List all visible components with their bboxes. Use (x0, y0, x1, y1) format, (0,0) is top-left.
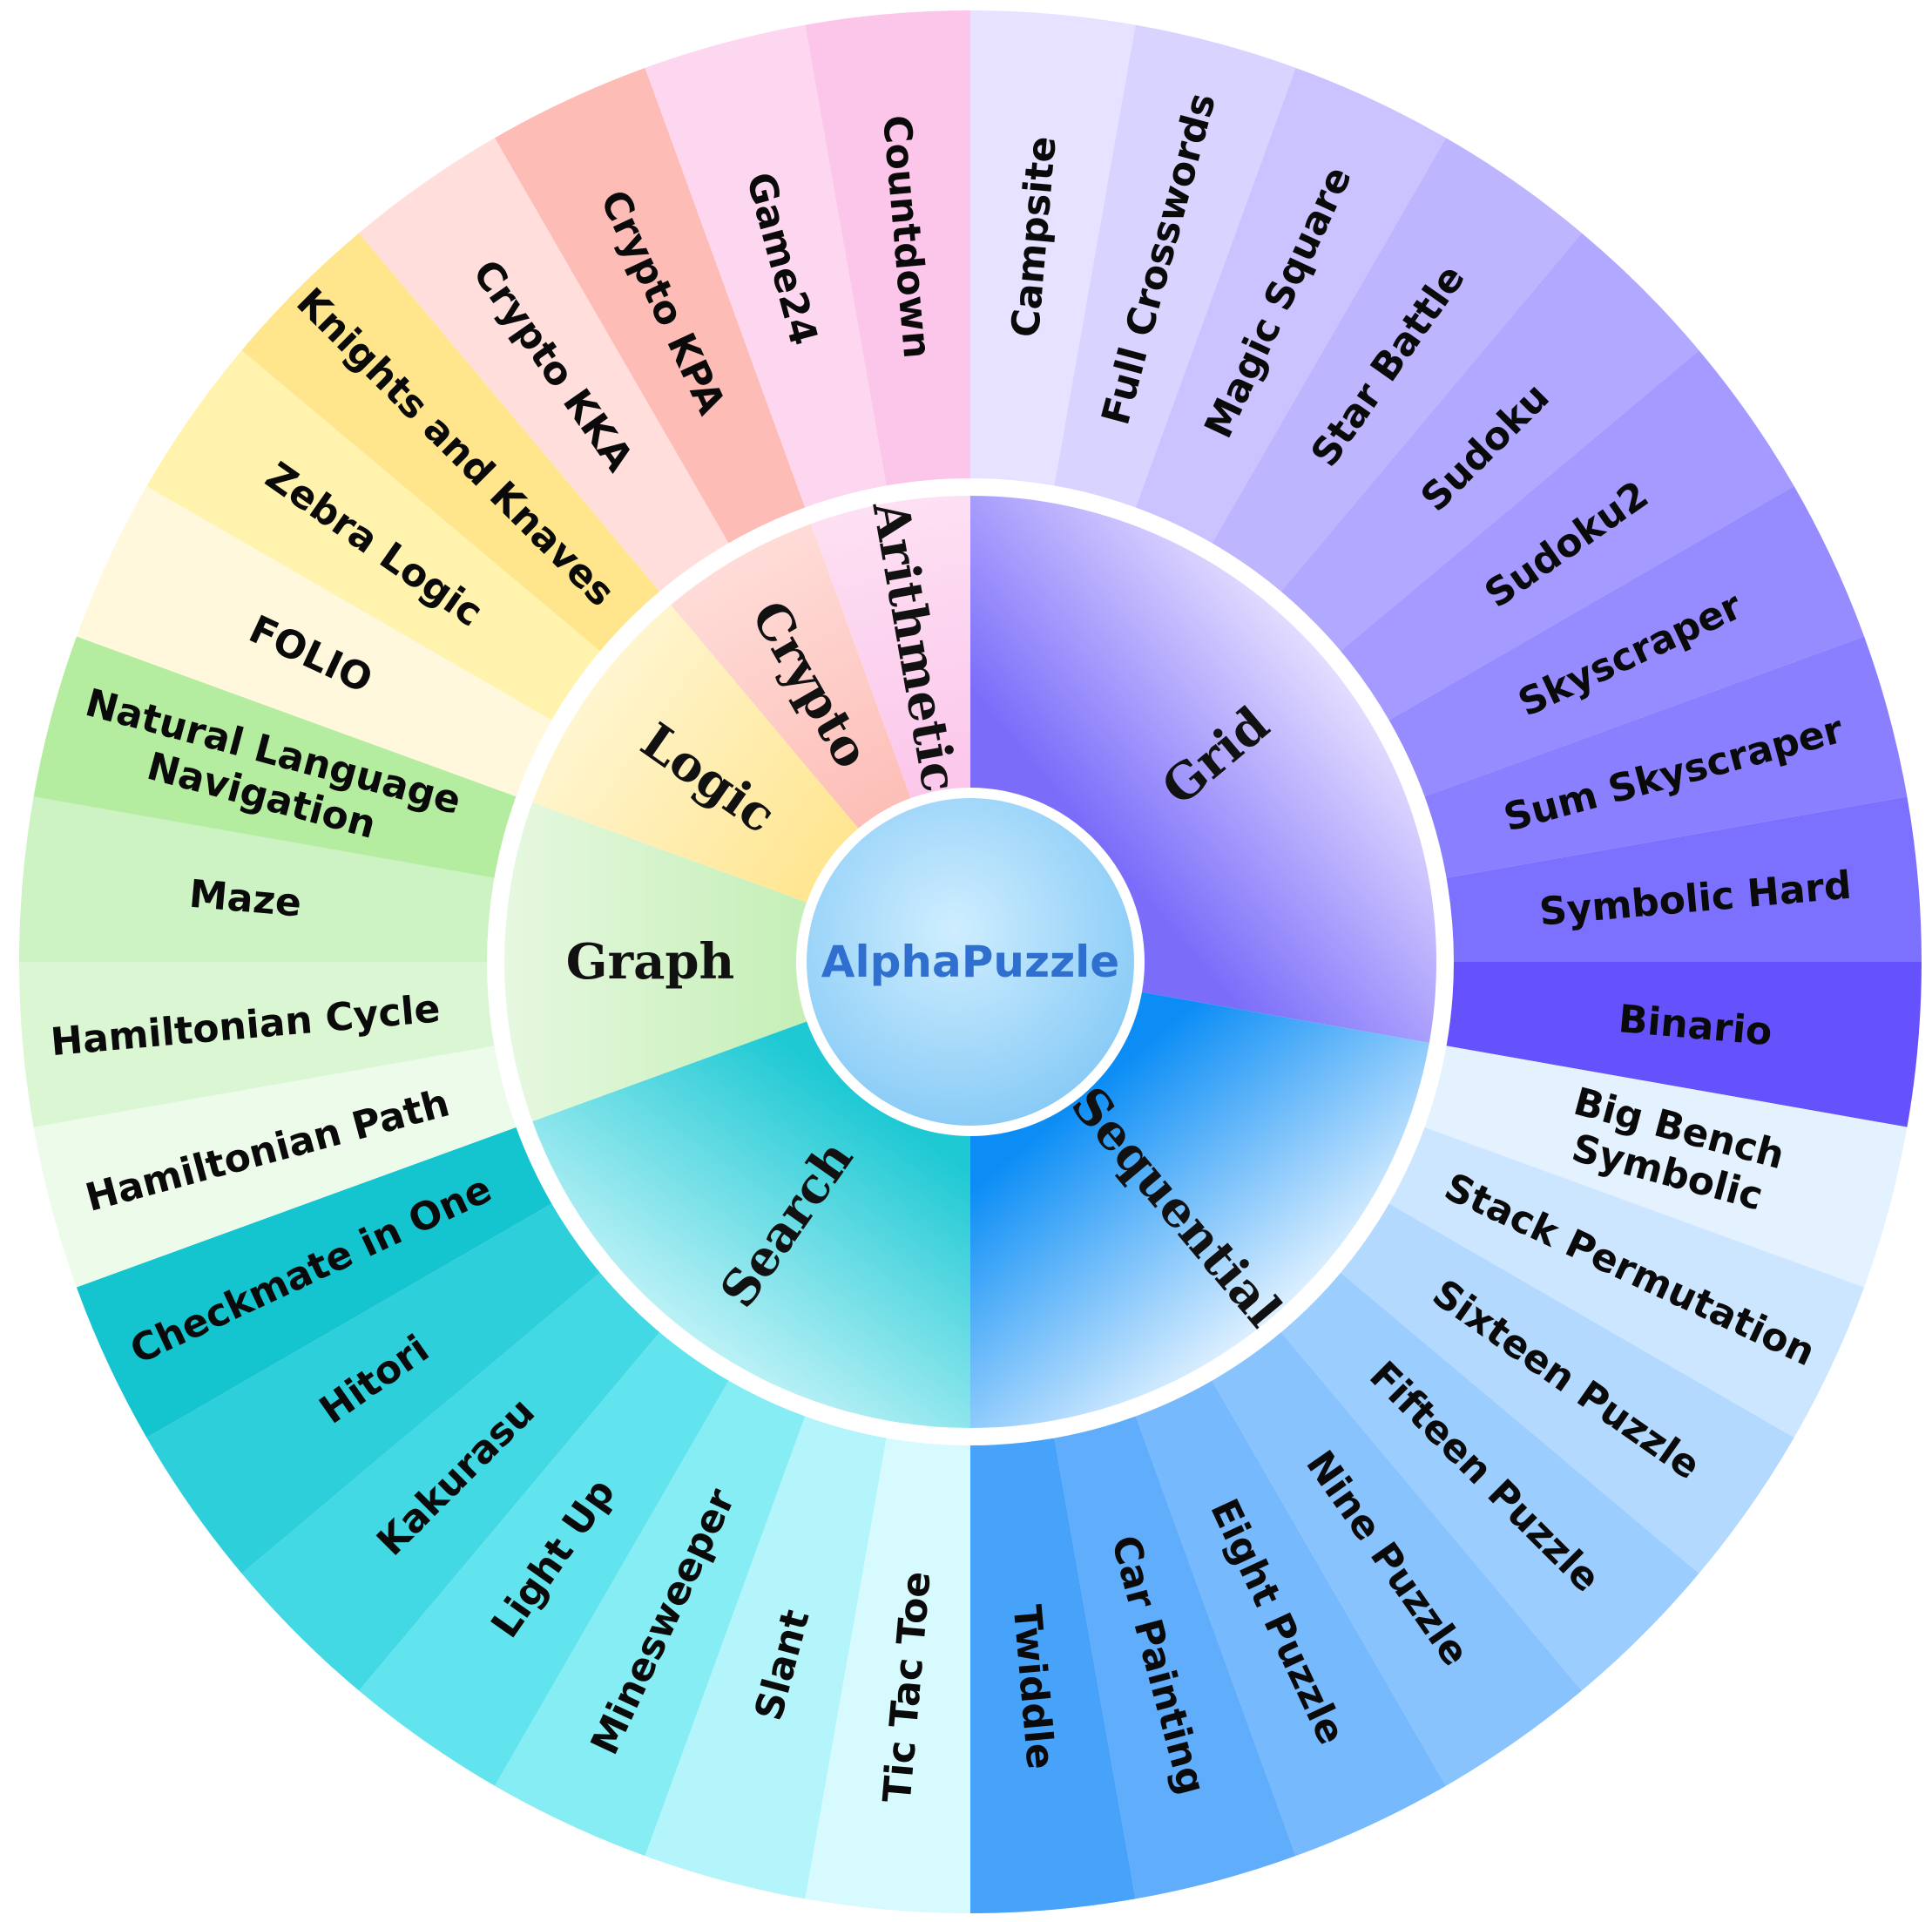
puzzle-segment-countdown (805, 10, 970, 486)
puzzle-segment-crypto-kpa (495, 67, 806, 544)
puzzle-segment-sixteen-puzzle (1341, 1203, 1794, 1573)
puzzle-segment-full-crosswords (1054, 24, 1296, 508)
center-title: AlphaPuzzle (821, 937, 1119, 987)
puzzle-segment-folio (76, 486, 552, 797)
puzzle-segment-campsite (970, 10, 1136, 486)
puzzle-segment-tic-tac-toe (805, 1438, 970, 1913)
category-segment-logic (532, 605, 859, 903)
category-segment-search (532, 1021, 970, 1428)
category-label-graph: Graph (566, 933, 734, 991)
puzzle-segment-skyscraper (1388, 486, 1865, 797)
puzzle-segment-star-battle (1212, 138, 1582, 592)
puzzle-segment-sum-skyscraper (1424, 636, 1908, 878)
puzzle-segment-zebra-logic (146, 350, 600, 721)
category-segment-crypto (671, 524, 911, 829)
category-segment-arithmetic (811, 496, 970, 799)
puzzle-segment-hamiltonian-path (33, 1046, 517, 1288)
puzzle-segment-hamiltonian-cycle (19, 962, 495, 1127)
puzzle-segment-eight-puzzle (1135, 1380, 1446, 1857)
puzzle-segment-fifteen-puzzle (1280, 1272, 1699, 1691)
puzzle-segment-light-up (359, 1332, 729, 1786)
category-ring: GridSequentialSearchGraphLogicCryptoArit… (504, 496, 1436, 1428)
puzzle-segment-car-painting (1054, 1416, 1296, 1899)
puzzle-segment-sudoku2 (1341, 350, 1794, 721)
puzzle-label-maze: Maze (187, 872, 303, 926)
puzzle-segment-big-bench-symbolic (1424, 1046, 1908, 1288)
category-segment-graph (504, 802, 807, 1121)
center-hub-disc (807, 798, 1134, 1126)
puzzle-segment-checkmate-in-one (76, 1127, 552, 1438)
puzzle-segment-kakurasu (241, 1272, 660, 1691)
puzzle-segment-twiddle (970, 1438, 1136, 1913)
category-segment-sequential (970, 991, 1429, 1428)
puzzle-segment-symbolic-hard (1446, 796, 1922, 962)
puzzle-segment-game24 (645, 24, 887, 508)
puzzle-segment-hitori (146, 1203, 600, 1573)
category-segment-grid (970, 496, 1436, 1043)
puzzle-segment-maze (19, 796, 495, 962)
puzzle-segment-sudoku (1280, 233, 1699, 652)
puzzle-segment-natural-language-navigation (33, 636, 517, 878)
puzzle-segment-binario (1446, 962, 1922, 1127)
puzzle-label-line: Maze (187, 872, 303, 926)
center-hub: AlphaPuzzle (798, 789, 1143, 1134)
puzzle-segment-stack-permutation (1388, 1127, 1865, 1438)
puzzle-segment-magic-square (1135, 67, 1446, 544)
puzzle-segment-slant (645, 1416, 887, 1899)
puzzle-segment-crypto-kka (359, 138, 729, 592)
puzzle-segment-knights-and-knaves (241, 233, 660, 652)
puzzle-segment-nine-puzzle (1212, 1332, 1582, 1786)
puzzle-segment-minesweeper (495, 1380, 806, 1857)
